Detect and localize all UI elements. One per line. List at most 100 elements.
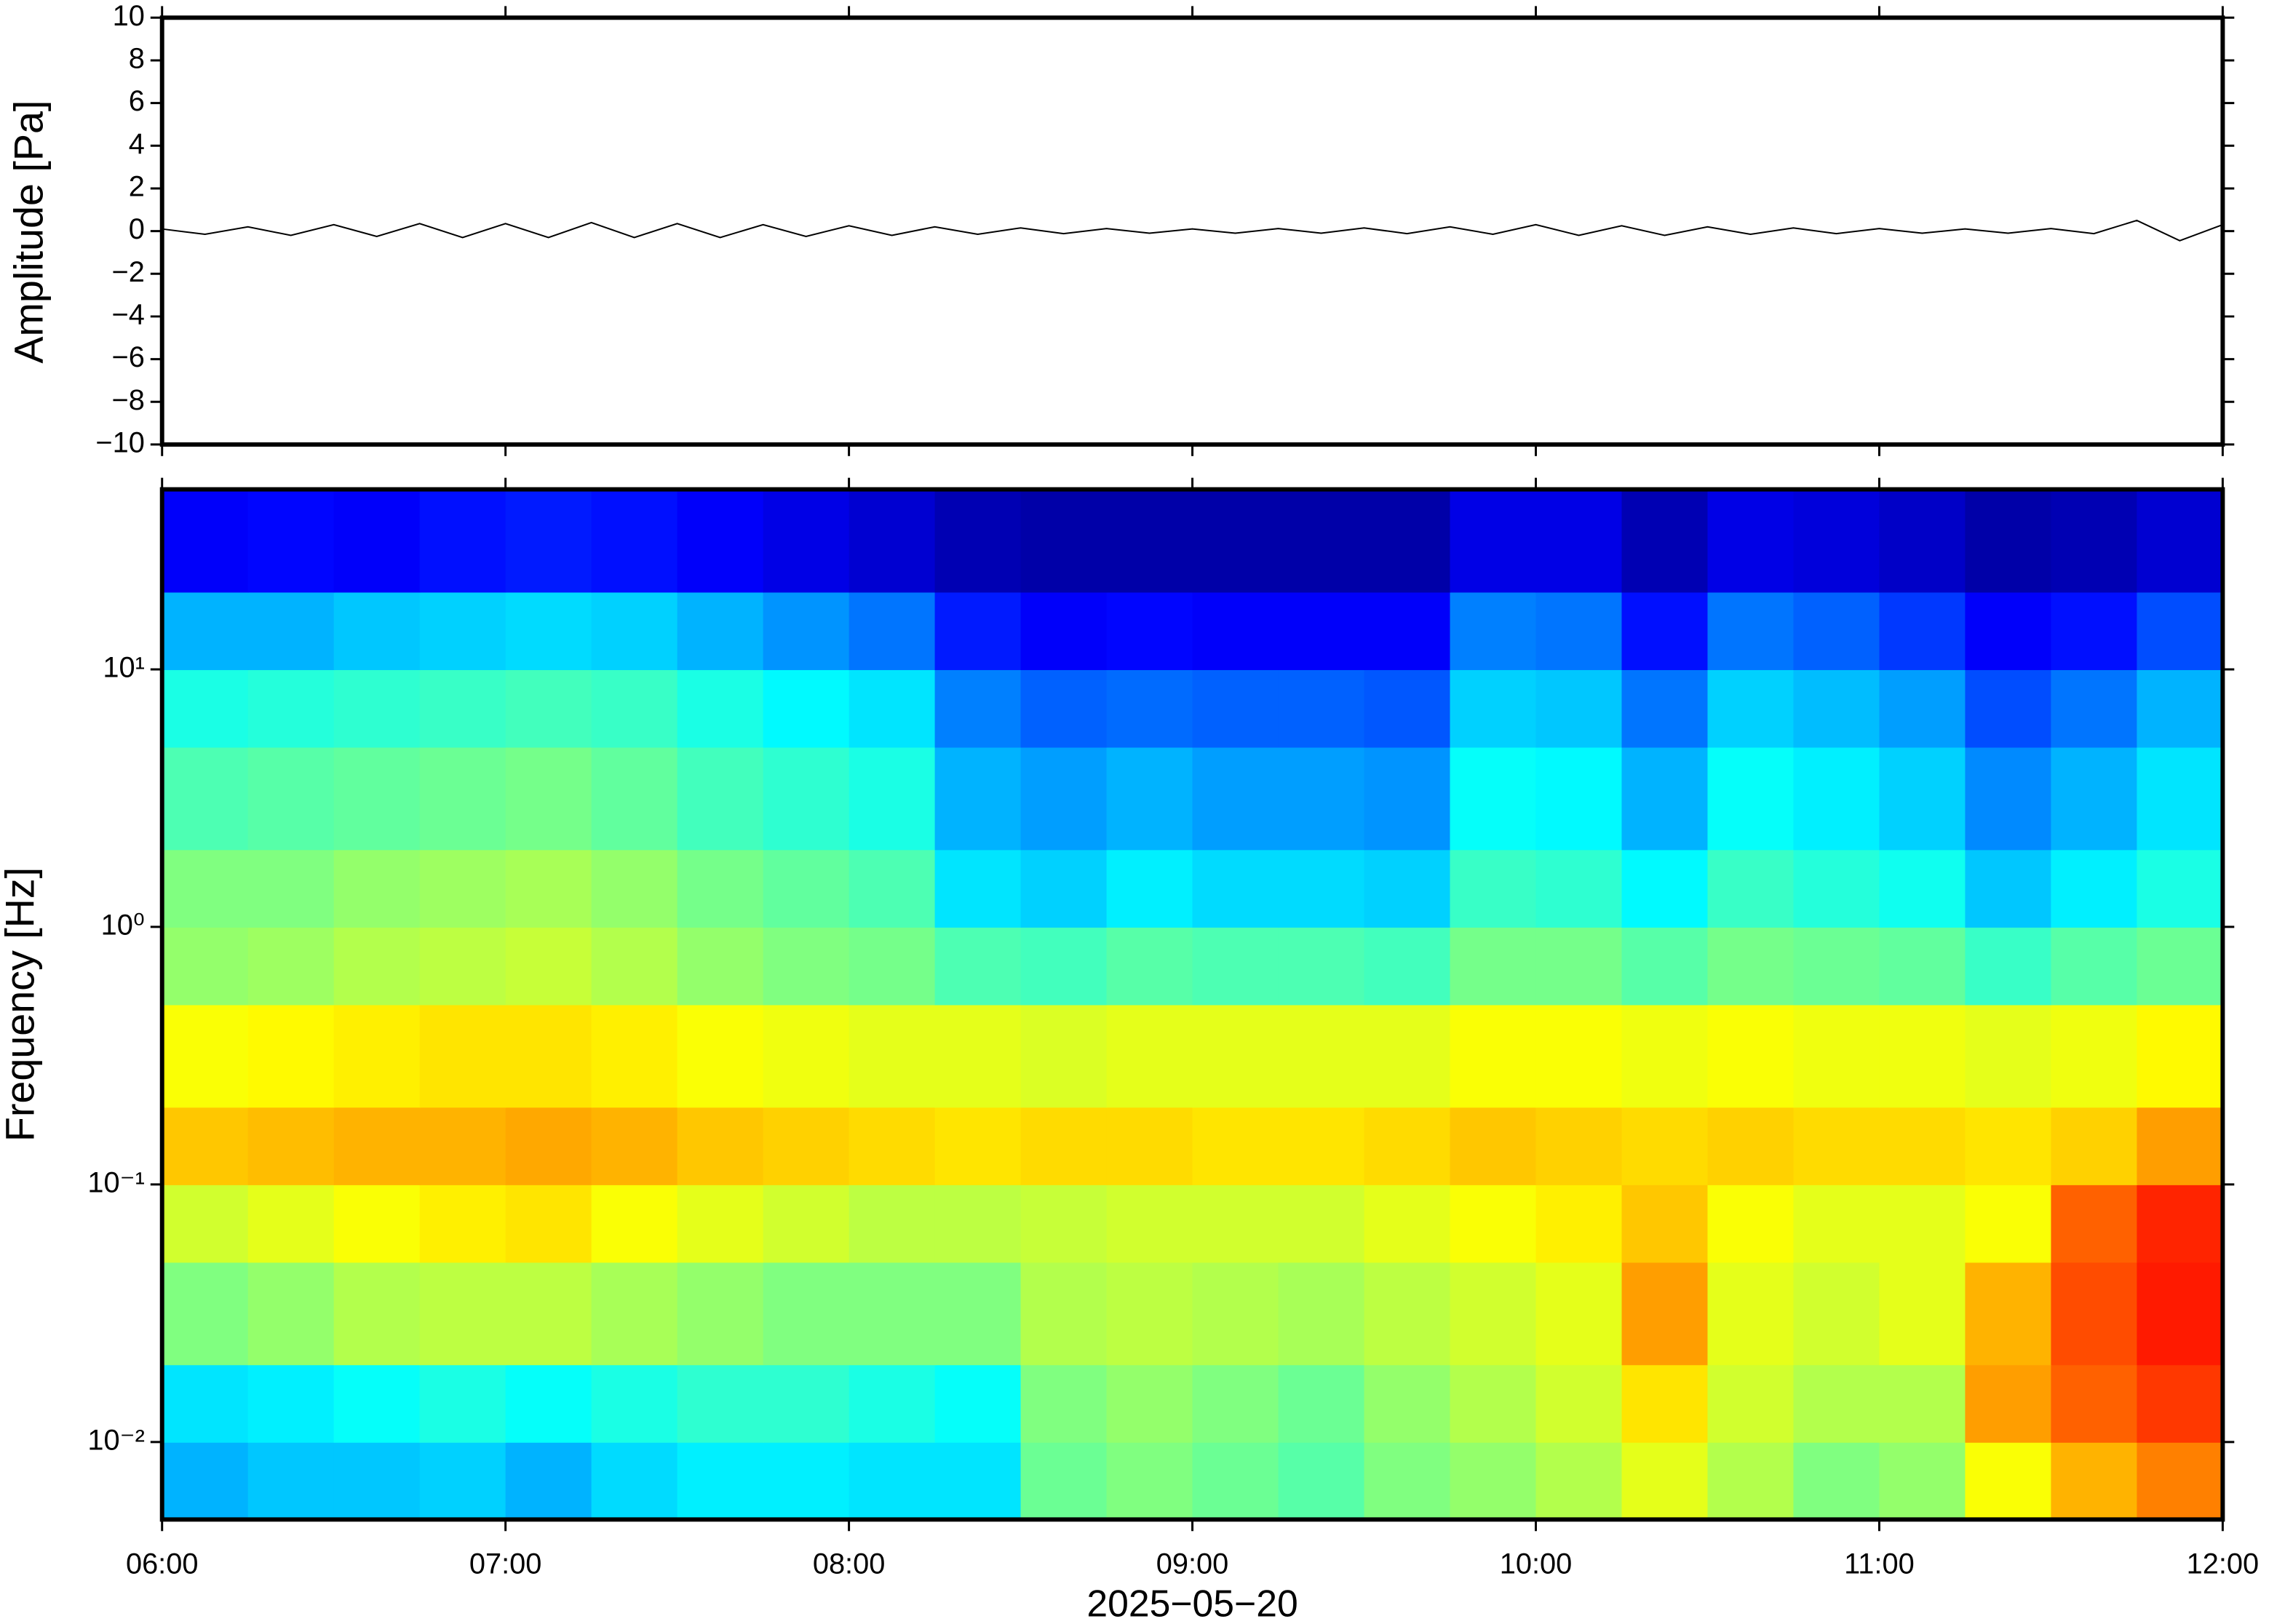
heatmap-cell [1707, 1184, 1795, 1263]
heatmap-cell [1879, 1364, 1966, 1443]
y-tick-label: 2 [129, 170, 145, 202]
heatmap-cell [934, 1184, 1022, 1263]
heatmap-cell [677, 592, 764, 670]
heatmap-cell [1192, 1441, 1279, 1521]
heatmap-cell [1450, 489, 1537, 593]
heatmap-cell [1965, 926, 2052, 1006]
heatmap-cell [1450, 669, 1537, 748]
y-tick-label: 4 [129, 128, 145, 160]
heatmap-cell [1965, 592, 2052, 670]
heatmap-cell [591, 926, 678, 1006]
heatmap-cell [1364, 1004, 1451, 1108]
heatmap-cell [1450, 1184, 1537, 1263]
heatmap-cell [1621, 1364, 1709, 1443]
heatmap-cell [1364, 489, 1451, 593]
heatmap-cell [1879, 489, 1966, 593]
heatmap-cell [162, 1184, 249, 1263]
heatmap-cell [333, 1184, 421, 1263]
heatmap-cell [162, 1107, 249, 1185]
heatmap-cell [763, 1107, 850, 1185]
heatmap-cell [1020, 592, 1108, 670]
heatmap-cell [505, 1364, 592, 1443]
heatmap-cell [419, 669, 506, 748]
y-tick-label: −10 [95, 426, 144, 458]
y-tick-label: 10⁻¹ [87, 1166, 144, 1198]
heatmap-cell [162, 1441, 249, 1521]
heatmap-cell [1621, 1441, 1709, 1521]
heatmap-cell [333, 849, 421, 928]
heatmap-cell [1106, 1107, 1193, 1185]
heatmap-cell [934, 592, 1022, 670]
heatmap-cell [1535, 1184, 1623, 1263]
heatmap-cell [1535, 1107, 1623, 1185]
heatmap-cell [763, 1441, 850, 1521]
heatmap-cell [505, 1262, 592, 1366]
heatmap-cell [849, 1107, 936, 1185]
heatmap-cell [763, 592, 850, 670]
heatmap-cell [1621, 1107, 1709, 1185]
heatmap-cell [2051, 926, 2138, 1006]
heatmap-cell [162, 849, 249, 928]
heatmap-cell [1621, 489, 1709, 593]
heatmap-cell [934, 1004, 1022, 1108]
heatmap-cell [162, 489, 249, 593]
heatmap-cell [1793, 489, 1880, 593]
heatmap-cell [934, 747, 1022, 851]
heatmap-cell [247, 489, 335, 593]
heatmap-cell [505, 669, 592, 748]
heatmap-cell [849, 669, 936, 748]
heatmap-cell [1621, 669, 1709, 748]
x-tick-label: 08:00 [813, 1548, 886, 1580]
heatmap-cell [333, 926, 421, 1006]
heatmap-cell [1621, 592, 1709, 670]
x-tick-label: 06:00 [126, 1548, 199, 1580]
heatmap-cell [1793, 1004, 1880, 1108]
heatmap-cell [677, 926, 764, 1006]
heatmap-cell [1621, 1262, 1709, 1366]
heatmap-cell [934, 1107, 1022, 1185]
heatmap-cell [1879, 592, 1966, 670]
heatmap-cell [1364, 1262, 1451, 1366]
heatmap-cell [2137, 849, 2224, 928]
heatmap-cell [1106, 592, 1193, 670]
heatmap-cell [677, 1441, 764, 1521]
heatmap-cell [1621, 747, 1709, 851]
y-tick-label: 8 [129, 42, 145, 74]
heatmap-cell [2051, 1364, 2138, 1443]
heatmap-cell [1106, 849, 1193, 928]
heatmap-cell [247, 747, 335, 851]
heatmap-cell [1450, 1364, 1537, 1443]
heatmap-cell [1106, 1004, 1193, 1108]
x-axis-label: 2025−05−20 [1086, 1582, 1298, 1624]
heatmap-cell [1020, 489, 1108, 593]
heatmap-cell [1535, 489, 1623, 593]
heatmap-cell [1106, 669, 1193, 748]
heatmap-cell [1278, 1184, 1365, 1263]
heatmap-cell [1621, 849, 1709, 928]
heatmap-cell [1879, 1184, 1966, 1263]
heatmap-cell [247, 1184, 335, 1263]
heatmap-cell [1965, 747, 2052, 851]
heatmap-cell [934, 669, 1022, 748]
heatmap-cell [1364, 849, 1451, 928]
heatmap-cell [1020, 1441, 1108, 1521]
heatmap-cell [1364, 1107, 1451, 1185]
heatmap-cell [1793, 1107, 1880, 1185]
heatmap-cell [1535, 1004, 1623, 1108]
heatmap-cell [2137, 1364, 2224, 1443]
heatmap-cell [247, 849, 335, 928]
heatmap-cell [505, 926, 592, 1006]
heatmap-cell [1707, 1364, 1795, 1443]
heatmap-cell [2137, 747, 2224, 851]
heatmap-cell [677, 1107, 764, 1185]
heatmap-cell [591, 1184, 678, 1263]
heatmap-cell [1278, 1004, 1365, 1108]
heatmap-cell [505, 592, 592, 670]
heatmap-cell [1192, 849, 1279, 928]
heatmap-cell [1450, 747, 1537, 851]
heatmap-cell [419, 1364, 506, 1443]
heatmap-cell [333, 1364, 421, 1443]
heatmap-cell [1879, 669, 1966, 748]
